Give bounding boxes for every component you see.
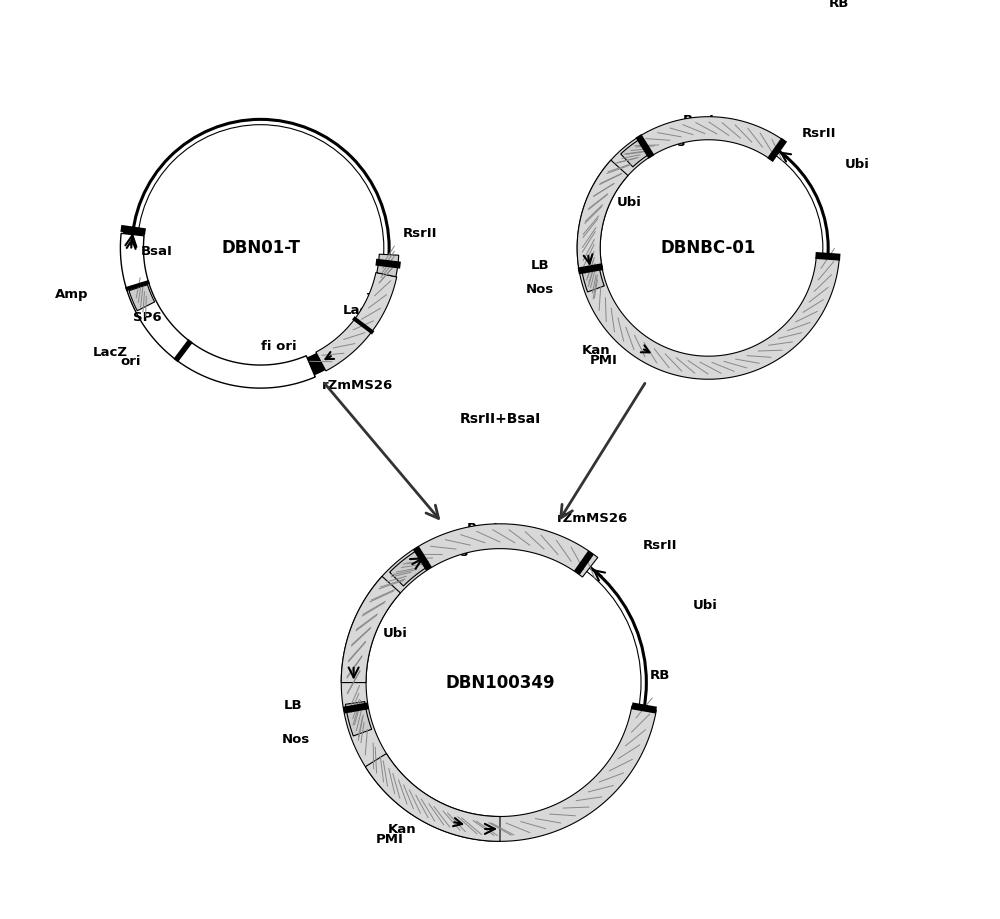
Text: RsrII: RsrII	[801, 127, 836, 140]
Text: BsaI: BsaI	[682, 114, 714, 127]
Text: LacZ: LacZ	[343, 304, 378, 317]
Text: fi ori: fi ori	[261, 340, 296, 353]
Text: RsrII+BsaI: RsrII+BsaI	[459, 412, 541, 426]
Text: ori: ori	[120, 355, 141, 368]
Text: RB: RB	[650, 669, 670, 683]
Text: LB: LB	[284, 699, 302, 712]
Polygon shape	[582, 267, 604, 292]
Text: RB: RB	[828, 0, 849, 10]
Text: PMI: PMI	[376, 834, 404, 846]
Text: PMI: PMI	[590, 354, 617, 367]
Polygon shape	[120, 233, 315, 388]
Polygon shape	[365, 754, 500, 841]
Text: T7: T7	[367, 291, 385, 305]
Polygon shape	[341, 524, 656, 841]
Text: Nos: Nos	[441, 547, 469, 560]
Polygon shape	[621, 329, 659, 364]
Text: Ubi: Ubi	[383, 627, 407, 640]
Text: RsrII: RsrII	[403, 227, 438, 240]
Text: rZmMS26: rZmMS26	[322, 379, 393, 391]
Text: DBNBC-01: DBNBC-01	[661, 239, 756, 257]
Text: rZmMS26: rZmMS26	[557, 512, 629, 525]
Text: SP6: SP6	[133, 312, 161, 324]
Polygon shape	[345, 701, 372, 736]
Text: LacZ: LacZ	[92, 346, 127, 359]
Text: Kan: Kan	[582, 344, 610, 357]
Text: Ubi: Ubi	[617, 196, 642, 209]
Polygon shape	[129, 285, 155, 311]
Text: Nos: Nos	[658, 136, 686, 149]
Polygon shape	[390, 550, 428, 586]
Polygon shape	[621, 139, 650, 167]
Text: Nos: Nos	[526, 283, 554, 296]
Text: Amp: Amp	[55, 289, 89, 301]
Polygon shape	[426, 801, 470, 836]
Text: RsrII: RsrII	[643, 539, 677, 552]
Text: DBN01-T: DBN01-T	[221, 239, 300, 257]
Polygon shape	[577, 117, 839, 380]
Text: Nos: Nos	[282, 733, 310, 746]
Polygon shape	[377, 255, 399, 277]
Text: BsaI: BsaI	[140, 244, 172, 257]
Text: DBN100349: DBN100349	[445, 674, 555, 692]
Text: LB: LB	[530, 259, 549, 272]
Polygon shape	[341, 576, 400, 683]
Text: Ubi: Ubi	[845, 158, 870, 171]
Text: Ubi: Ubi	[693, 599, 718, 612]
Text: BsaI: BsaI	[466, 522, 498, 535]
Polygon shape	[577, 160, 628, 271]
Polygon shape	[316, 273, 397, 371]
Text: Kan: Kan	[388, 823, 416, 836]
